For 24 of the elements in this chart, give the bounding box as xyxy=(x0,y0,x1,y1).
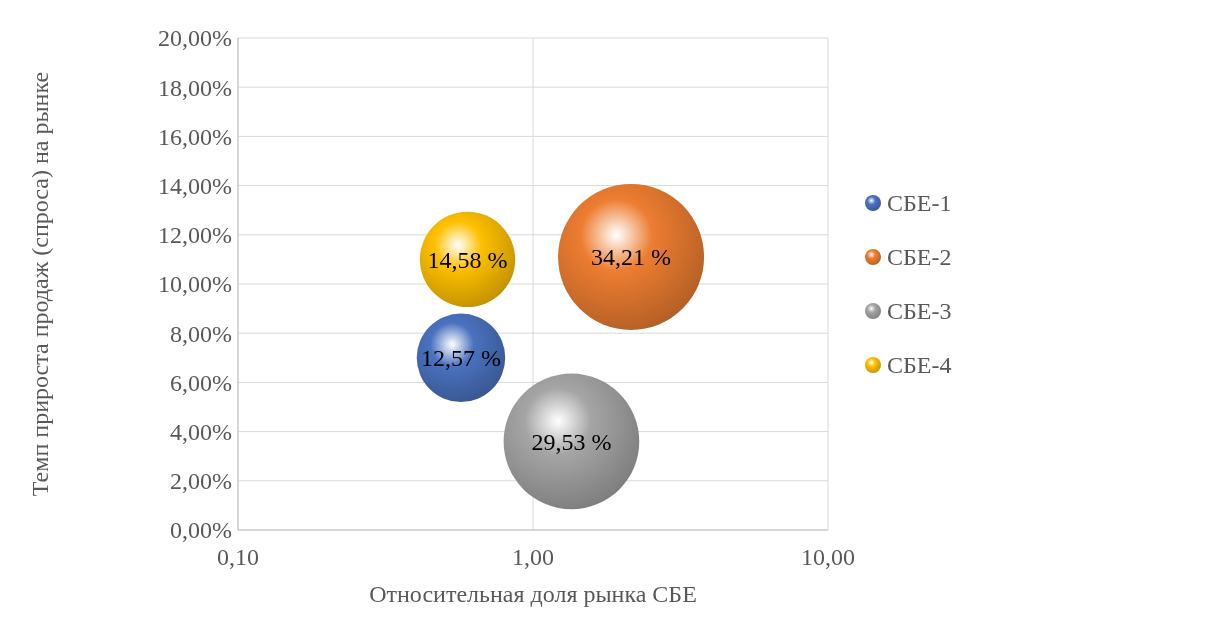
y-tick-label: 20,00% xyxy=(158,25,232,52)
y-tick-label: 18,00% xyxy=(158,74,232,101)
y-tick-label: 10,00% xyxy=(158,271,232,298)
x-axis-title: Относительная доля рынка СБЕ xyxy=(369,581,697,607)
data-label: 29,53 % xyxy=(531,428,612,455)
y-tick-label: 0,00% xyxy=(170,517,232,544)
legend-label: СБЕ-4 xyxy=(887,352,952,379)
x-tick-label: 0,10 xyxy=(217,544,259,570)
y-tick-label: 16,00% xyxy=(158,123,232,150)
x-tick-label: 1,00 xyxy=(512,544,554,570)
x-tick-label: 10,00 xyxy=(801,544,855,570)
legend-label: СБЕ-2 xyxy=(887,244,952,271)
data-label: 34,21 % xyxy=(591,244,672,271)
legend-label: СБЕ-1 xyxy=(887,190,952,217)
legend-label: СБЕ-3 xyxy=(887,298,952,325)
y-axis-title: Темп прироста продаж (спроса) на рынке xyxy=(27,71,53,497)
y-tick-label: 4,00% xyxy=(170,419,232,445)
y-tick-label: 12,00% xyxy=(158,222,232,249)
data-label: 12,57 % xyxy=(420,345,501,372)
y-tick-label: 2,00% xyxy=(170,468,232,495)
y-tick-label: 8,00% xyxy=(170,320,232,347)
y-tick-label: 14,00% xyxy=(158,173,232,199)
y-tick-label: 6,00% xyxy=(170,369,232,396)
data-label: 14,58 % xyxy=(427,246,508,273)
